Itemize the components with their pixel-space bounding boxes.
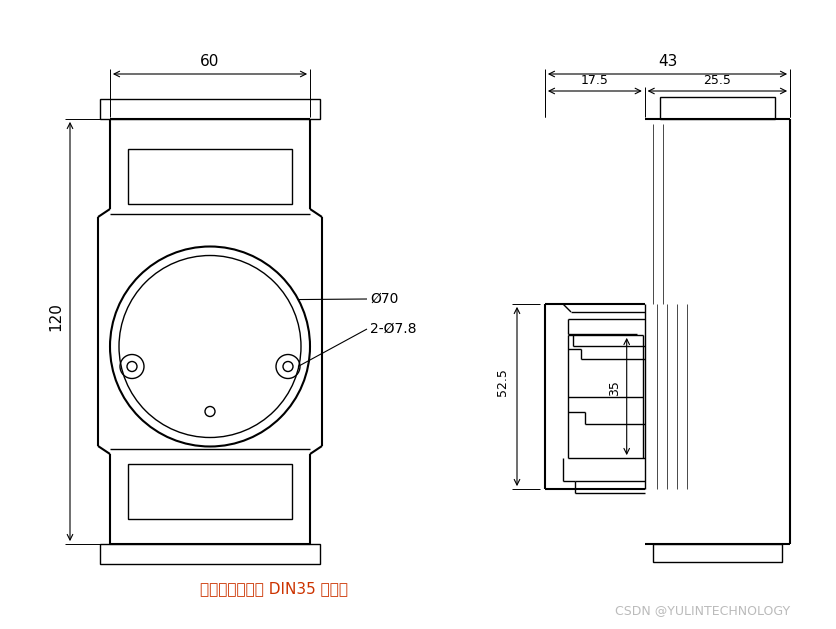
Text: 35: 35 bbox=[608, 381, 620, 396]
Text: 120: 120 bbox=[48, 303, 64, 331]
Text: 17.5: 17.5 bbox=[580, 74, 608, 87]
Text: 可以安装在标准 DIN35 导轨上: 可以安装在标准 DIN35 导轨上 bbox=[200, 581, 348, 596]
Bar bbox=[128, 464, 292, 519]
Text: 60: 60 bbox=[200, 54, 219, 69]
Bar bbox=[652, 544, 781, 562]
Text: 2-Ø7.8: 2-Ø7.8 bbox=[370, 322, 416, 336]
Bar bbox=[659, 97, 774, 119]
Text: 52.5: 52.5 bbox=[496, 369, 509, 396]
Text: Ø70: Ø70 bbox=[370, 292, 398, 306]
Bar bbox=[128, 149, 292, 204]
Text: CSDN @YULINTECHNOLOGY: CSDN @YULINTECHNOLOGY bbox=[614, 604, 789, 618]
Bar bbox=[99, 544, 319, 564]
Text: 25.5: 25.5 bbox=[702, 74, 731, 87]
Text: 43: 43 bbox=[657, 54, 676, 69]
Bar bbox=[99, 99, 319, 119]
